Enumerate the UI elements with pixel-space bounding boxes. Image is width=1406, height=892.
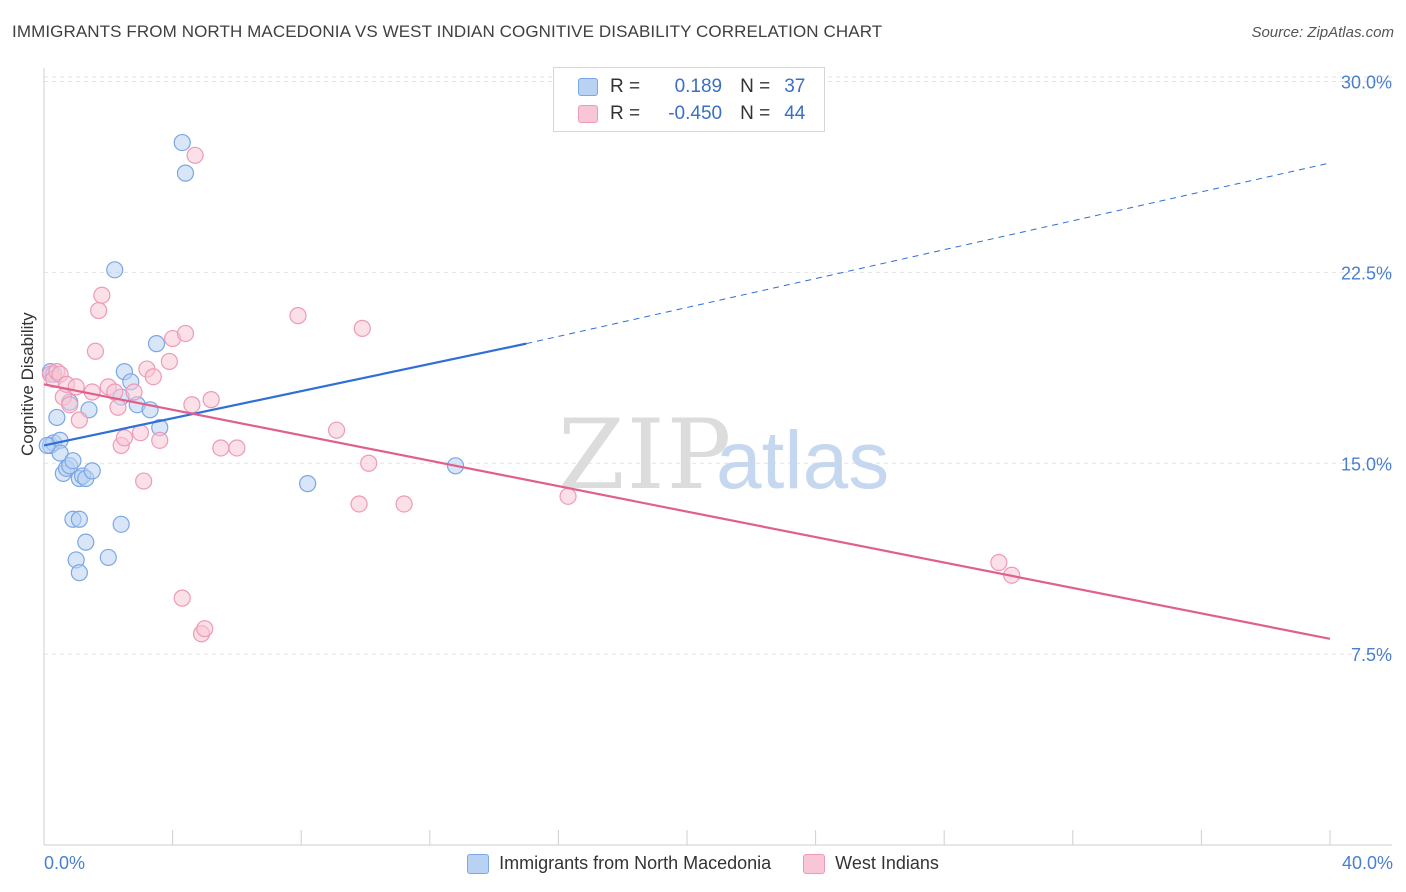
west-indians-point — [90, 301, 108, 320]
west-indians-point — [109, 398, 127, 416]
axes — [43, 68, 1392, 846]
north-macedonia-point — [48, 408, 66, 427]
legend-item-north-macedonia[interactable]: Immigrants from North Macedonia — [467, 853, 771, 874]
gridlines — [44, 76, 1392, 655]
west-indians-trend-line — [43, 383, 1331, 640]
west-indians-point — [327, 421, 346, 439]
source-label: Source: ZipAtlas.com — [1251, 24, 1394, 41]
legend-item-west-indians[interactable]: West Indians — [803, 853, 939, 874]
north-macedonia-point — [99, 548, 117, 567]
north-macedonia-point — [70, 510, 88, 528]
west-indians-point — [70, 411, 88, 429]
west-indians-point — [173, 589, 191, 607]
west-indians-point — [196, 620, 214, 638]
north-macedonia-point — [106, 261, 124, 279]
stats-row-west-indians: R = -0.450 N = 44 — [578, 101, 805, 127]
n-value: 44 — [784, 103, 806, 124]
north-macedonia-point — [83, 462, 101, 480]
west-indians-point — [93, 286, 111, 304]
watermark-zip: ZIP — [558, 399, 733, 511]
west-indians-point — [86, 342, 105, 360]
x-tick-label: 0.0% — [44, 853, 85, 873]
n-label: N = — [740, 76, 771, 97]
west-indians-point — [228, 439, 246, 457]
west-indians-point — [353, 319, 371, 337]
north-macedonia-point — [51, 444, 69, 462]
chart-title: IMMIGRANTS FROM NORTH MACEDONIA VS WEST … — [12, 22, 883, 41]
west-indians-point — [350, 495, 368, 513]
west-indians-point — [160, 352, 178, 371]
watermark: ZIP atlas — [558, 399, 889, 511]
y-tick-label: 7.5% — [1351, 645, 1392, 665]
stats-row-north-macedonia: R = 0.189 N = 37 — [578, 74, 805, 100]
watermark-atlas: atlas — [716, 415, 889, 506]
west-indians-point — [289, 307, 307, 325]
tick-labels: 7.5% 15.0% 22.5% 30.0% 0.0% 40.0% — [44, 73, 1393, 874]
west-indians-point — [395, 495, 413, 513]
west-indians-point — [212, 439, 230, 457]
trend-lines — [43, 162, 1331, 640]
north-macedonia-trend-extension — [526, 162, 1331, 345]
r-label: R = — [610, 103, 641, 124]
chart-legend: Immigrants from North Macedonia West Ind… — [0, 853, 1406, 874]
west-indians-point — [115, 429, 133, 447]
north-macedonia-point — [77, 533, 95, 551]
n-label: N = — [740, 103, 771, 124]
west-indians-legend-icon — [803, 853, 826, 874]
west-indians-point — [183, 396, 201, 414]
north-macedonia-point — [64, 452, 82, 470]
west-indians-point — [202, 391, 220, 409]
west-indians-point — [990, 553, 1008, 572]
north-macedonia-swatch-icon — [578, 78, 598, 96]
legend-label: Immigrants from North Macedonia — [499, 853, 772, 873]
x-tick-label: 40.0% — [1342, 853, 1393, 873]
west-indians-point — [144, 368, 162, 386]
r-label: R = — [610, 76, 641, 97]
r-value: -0.450 — [668, 103, 723, 124]
west-indians-point — [135, 472, 153, 490]
west-indians-point — [360, 454, 378, 472]
y-tick-label: 22.5% — [1341, 263, 1392, 283]
r-value: 0.189 — [674, 76, 723, 97]
north-macedonia-point — [299, 475, 317, 493]
north-macedonia-point — [112, 515, 130, 533]
north-macedonia-point — [70, 564, 88, 582]
west-indians-point — [151, 431, 169, 449]
legend-label: West Indians — [835, 853, 939, 873]
north-macedonia-point — [176, 164, 195, 182]
west-indians-point — [559, 487, 577, 505]
north-macedonia-point — [147, 335, 166, 353]
data-points — [38, 133, 1021, 643]
stats-box: R = 0.189 N = 37 R = -0.450 N = 44 — [553, 67, 825, 132]
n-value: 37 — [784, 76, 806, 97]
west-indians-point — [125, 383, 143, 401]
y-tick-label: 15.0% — [1341, 454, 1392, 474]
north-macedonia-trend-line — [43, 342, 527, 447]
west-indians-point — [176, 324, 195, 343]
north-macedonia-point — [173, 133, 191, 152]
west-indians-point — [61, 396, 79, 414]
west-indians-point — [186, 146, 204, 164]
west-indians-swatch-icon — [578, 105, 598, 123]
north-macedonia-legend-icon — [467, 853, 490, 874]
y-tick-label: 30.0% — [1341, 73, 1392, 93]
